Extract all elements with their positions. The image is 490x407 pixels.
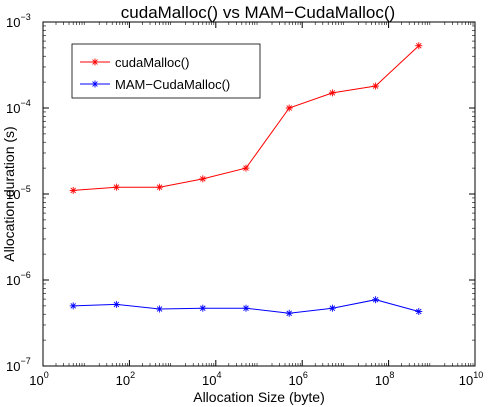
y-tick-label: 10−6 — [6, 270, 31, 288]
data-point-1 — [328, 304, 336, 312]
data-point-0 — [199, 175, 207, 183]
data-point-0 — [69, 186, 77, 194]
x-tick-label: 1010 — [459, 370, 483, 388]
x-tick-label: 102 — [116, 370, 135, 388]
data-point-1 — [285, 309, 293, 317]
data-point-1 — [156, 305, 164, 313]
series-group — [69, 42, 423, 317]
data-point-1 — [372, 296, 380, 304]
y-axis-label: Allocation duration (s) — [1, 126, 17, 261]
data-point-1 — [415, 308, 423, 316]
data-point-0 — [112, 183, 120, 191]
data-point-0 — [372, 82, 380, 90]
legend-label-1: MAM−CudaMalloc() — [115, 77, 230, 92]
x-axis-label: Allocation Size (byte) — [193, 389, 325, 405]
y-tick-label: 10−3 — [6, 12, 31, 30]
data-point-0 — [242, 164, 250, 172]
data-point-0 — [328, 89, 336, 97]
y-tick-label: 10−4 — [6, 98, 31, 116]
legend-marker-0 — [91, 58, 99, 66]
legend-marker-1 — [91, 80, 99, 88]
y-tick-label: 10−5 — [6, 184, 31, 202]
legend: cudaMalloc() MAM−CudaMalloc() — [71, 43, 261, 99]
data-point-1 — [112, 300, 120, 308]
x-tick-label: 106 — [288, 370, 307, 388]
x-tick-label: 104 — [202, 370, 221, 388]
data-point-1 — [242, 304, 250, 312]
x-tick-label: 108 — [375, 370, 394, 388]
data-point-0 — [415, 42, 423, 50]
y-tick-label: 10−7 — [6, 356, 31, 374]
data-point-0 — [285, 104, 293, 112]
legend-label-0: cudaMalloc() — [115, 55, 189, 70]
data-point-0 — [156, 183, 164, 191]
chart-title: cudaMalloc() vs MAM−CudaMalloc() — [121, 3, 395, 22]
data-point-1 — [69, 302, 77, 310]
legend-box — [71, 43, 261, 99]
axis-ticks: 100 102 104 106 108 1010 10−7 10−6 10−5 10−4 10−3 — [6, 12, 483, 388]
data-point-1 — [199, 304, 207, 312]
x-tick-label: 100 — [29, 370, 48, 388]
